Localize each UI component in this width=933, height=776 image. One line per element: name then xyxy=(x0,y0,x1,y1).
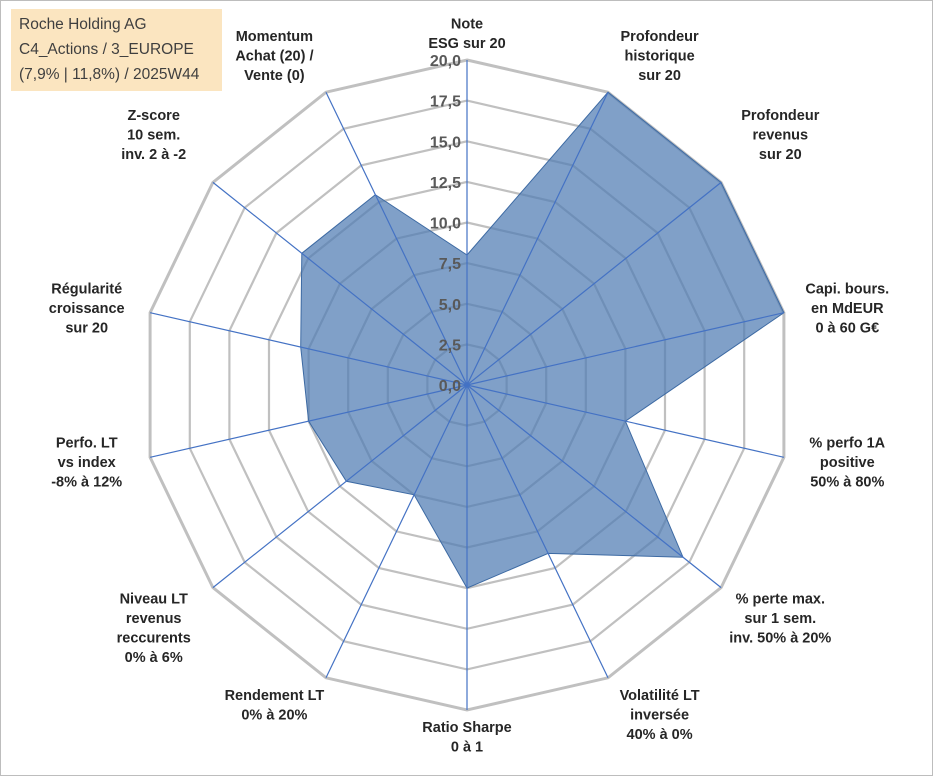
axis-spoke xyxy=(325,91,468,386)
axis-label: Z-score 10 sem. inv. 2 à -2 xyxy=(121,108,186,163)
axis-label: Rendement LT 0% à 20% xyxy=(225,688,325,724)
axis-label-line: croissance xyxy=(49,301,125,317)
tick-label: 0,0 xyxy=(439,378,461,395)
axis-label-line: Profondeur xyxy=(621,29,699,45)
axis-label: % perte max. sur 1 sem. inv. 50% à 20% xyxy=(729,591,831,646)
axis-label: Momentum Achat (20) / Vente (0) xyxy=(235,29,313,84)
axis-spoke xyxy=(149,312,468,386)
axis-label: Niveau LT revenus reccurents 0% à 6% xyxy=(117,591,191,666)
axis-label-line: Ratio Sharpe xyxy=(422,720,511,736)
axis-label-line: sur 20 xyxy=(759,147,802,163)
tick-label: 17,5 xyxy=(430,94,461,111)
tick-label: 12,5 xyxy=(430,175,461,192)
axis-label-line: en MdEUR xyxy=(811,301,884,317)
axis-label-line: -8% à 12% xyxy=(51,475,122,491)
radial-tick-labels: 0,0 2,5 5,0 7,5 10,0 12,5 15,0 17,5 20,0 xyxy=(430,53,461,395)
axis-label: Volatilité LT inversée 40% à 0% xyxy=(620,688,700,743)
axis-spoke xyxy=(466,384,722,589)
axis-label-line: inv. 2 à -2 xyxy=(121,147,186,163)
axis-label-line: sur 20 xyxy=(638,68,681,84)
axis-labels: Note ESG sur 20 Profondeur historique sur 20… xyxy=(49,17,889,756)
axis-label-line: % perfo 1A xyxy=(809,436,885,452)
axis-label-line: Rendement LT xyxy=(225,688,325,704)
axis-label-line: Régularité xyxy=(51,281,122,297)
axis-label-line: ESG sur 20 xyxy=(428,36,505,52)
axis-label-line: 50% à 80% xyxy=(810,475,884,491)
axis-label-line: 0% à 20% xyxy=(241,707,307,723)
tick-label: 2,5 xyxy=(439,337,461,354)
company-name: Roche Holding AG xyxy=(19,16,147,33)
axis-label-line: inversée xyxy=(630,707,689,723)
axis-label: Ratio Sharpe 0 à 1 xyxy=(422,720,511,756)
axis-label-line: Momentum xyxy=(236,29,313,45)
axis-label-line: Profondeur xyxy=(741,108,819,124)
axis-spoke xyxy=(212,181,468,386)
axis-label-line: Niveau LT xyxy=(120,591,188,607)
axis-label-line: Vente (0) xyxy=(244,68,305,84)
axis-label: Régularité croissance sur 20 xyxy=(49,281,125,336)
axis-label-line: Z-score xyxy=(128,108,180,124)
tick-label: 15,0 xyxy=(430,134,461,151)
axis-label: Perfo. LT vs index -8% à 12% xyxy=(51,436,122,491)
axis-label-line: 0 à 1 xyxy=(451,740,483,756)
axis-label-line: reccurents xyxy=(117,630,191,646)
axis-spoke xyxy=(149,384,468,458)
axis-label-line: inv. 50% à 20% xyxy=(729,630,831,646)
axis-label-line: Note xyxy=(451,17,483,33)
axis-label: Profondeur revenus sur 20 xyxy=(741,108,819,163)
axis-label: Capi. bours. en MdEUR 0 à 60 G€ xyxy=(805,281,889,336)
axis-spoke xyxy=(466,384,785,458)
radar-axes xyxy=(149,60,785,710)
axis-label-line: historique xyxy=(625,49,695,65)
axis-spoke xyxy=(466,312,785,386)
info-box: Roche Holding AG C4_Actions / 3_EUROPE (… xyxy=(11,9,222,91)
category-label: C4_Actions / 3_EUROPE xyxy=(19,41,194,58)
axis-spoke xyxy=(325,384,468,679)
axis-label: Profondeur historique sur 20 xyxy=(621,29,699,84)
tick-label: 5,0 xyxy=(439,297,461,314)
axis-label-line: revenus xyxy=(752,128,808,144)
axis-label-line: Achat (20) / xyxy=(235,49,313,65)
stats-label: (7,9% | 11,8%) / 2025W44 xyxy=(19,66,200,83)
axis-label-line: Capi. bours. xyxy=(805,281,889,297)
axis-label: % perfo 1A positive 50% à 80% xyxy=(809,436,885,491)
axis-label-line: vs index xyxy=(58,455,116,471)
axis-label-line: 0 à 60 G€ xyxy=(815,320,879,336)
axis-label-line: Volatilité LT xyxy=(620,688,700,704)
axis-spoke xyxy=(466,91,609,386)
tick-label: 20,0 xyxy=(430,53,461,70)
axis-label-line: sur 1 sem. xyxy=(744,611,816,627)
axis-label-line: 40% à 0% xyxy=(627,727,693,743)
axis-spoke xyxy=(212,384,468,589)
axis-label-line: sur 20 xyxy=(65,320,108,336)
axis-label-line: positive xyxy=(820,455,875,471)
axis-label: Note ESG sur 20 xyxy=(428,17,505,53)
axis-label-line: Perfo. LT xyxy=(56,436,118,452)
axis-spoke xyxy=(466,384,609,679)
axis-spoke xyxy=(466,181,722,386)
tick-label: 7,5 xyxy=(439,256,461,273)
axis-label-line: % perte max. xyxy=(736,591,825,607)
axis-label-line: 0% à 6% xyxy=(125,650,183,666)
axis-label-line: revenus xyxy=(126,611,182,627)
tick-label: 10,0 xyxy=(430,216,461,233)
axis-label-line: 10 sem. xyxy=(127,128,180,144)
